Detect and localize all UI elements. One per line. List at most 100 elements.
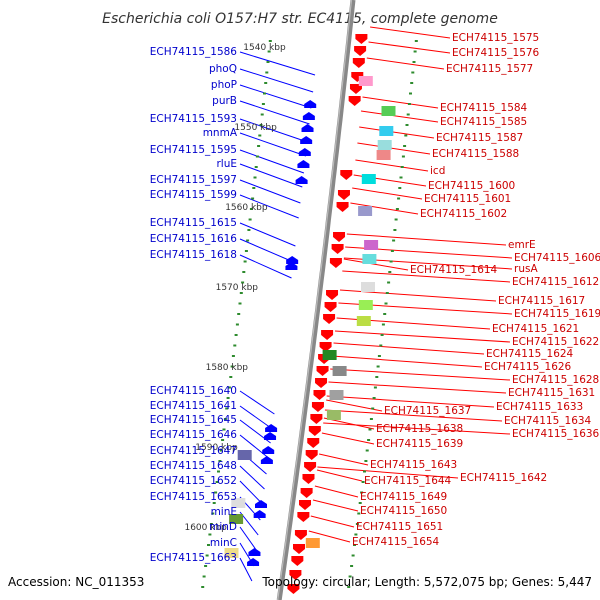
right-leader-line <box>328 381 507 394</box>
right-leader-line <box>331 355 483 368</box>
feature-block <box>362 254 377 264</box>
left-gene-label: ECH74115_1645 <box>150 414 237 426</box>
outer-tick <box>355 523 359 525</box>
outer-tick <box>379 344 383 347</box>
inner-tick <box>219 449 223 452</box>
feature-block <box>229 514 244 524</box>
left-gene-label: minD <box>209 521 237 533</box>
outer-tick <box>360 491 364 494</box>
left-leader-line <box>239 51 316 76</box>
right-gene-arrow <box>321 330 334 340</box>
outer-tick <box>398 187 402 189</box>
right-gene-label: ECH74115_1628 <box>512 374 599 386</box>
inner-tick <box>246 239 250 242</box>
outer-tick <box>354 533 358 536</box>
left-gene-arrow <box>302 112 315 120</box>
outer-tick <box>347 586 351 588</box>
left-leader-line <box>239 100 310 125</box>
right-gene-label: ECH74115_1612 <box>512 276 599 288</box>
right-gene-label: ECH74115_1654 <box>352 536 440 548</box>
right-gene-label: ECH74115_1621 <box>492 323 579 335</box>
inner-tick <box>230 365 234 368</box>
inner-tick <box>218 460 222 462</box>
right-gene-arrow <box>355 34 368 44</box>
outer-tick <box>381 323 385 326</box>
outer-tick <box>358 502 362 504</box>
inner-tick <box>251 197 255 200</box>
outer-tick <box>353 544 356 546</box>
inner-tick <box>226 397 230 399</box>
left-gene-label: phoP <box>211 79 237 91</box>
map-title: Escherichia coli O157:H7 str. EC4115, co… <box>102 11 498 27</box>
outer-tick <box>380 334 384 336</box>
right-leader-line <box>352 187 423 200</box>
outer-tick <box>350 565 354 567</box>
outer-tick <box>388 271 392 273</box>
left-gene-label: ECH74115_1646 <box>150 429 238 441</box>
feature-block <box>305 538 320 548</box>
inner-tick <box>237 313 241 315</box>
right-gene-arrow <box>331 244 344 254</box>
inner-tick <box>214 491 218 494</box>
inner-tick <box>215 481 219 483</box>
left-gene-label: purB <box>212 95 237 107</box>
outer-tick <box>385 292 389 294</box>
right-gene-arrow <box>313 390 326 400</box>
outer-tick <box>357 512 361 515</box>
right-gene-arrow <box>329 258 342 268</box>
inner-tick <box>238 302 242 305</box>
outer-tick <box>406 113 410 116</box>
left-leader-line <box>239 434 269 459</box>
outer-tick <box>401 155 405 158</box>
outer-tick <box>351 554 355 557</box>
outer-tick <box>368 428 372 431</box>
inner-tick <box>209 523 213 525</box>
inner-tick <box>268 40 272 42</box>
left-gene-label: ECH74115_1616 <box>150 233 238 245</box>
right-gene-label: ECH74115_1600 <box>428 180 515 192</box>
left-leader-line <box>239 465 265 490</box>
feature-block <box>358 206 373 216</box>
right-leader-line <box>360 110 439 123</box>
left-gene-label: ECH74115_1641 <box>150 400 237 412</box>
right-leader-line <box>330 368 511 381</box>
left-leader-line <box>239 194 299 219</box>
outer-tick <box>363 470 366 473</box>
right-gene-arrow <box>319 342 332 352</box>
right-gene-label: ECH74115_1631 <box>508 387 595 399</box>
left-gene-arrow <box>255 500 267 508</box>
left-gene-arrow <box>297 160 310 168</box>
right-gene-label: ECH74115_1634 <box>504 415 592 427</box>
inner-tick <box>204 565 208 567</box>
inner-tick <box>234 334 238 336</box>
inner-tick <box>259 124 263 126</box>
right-gene-arrow <box>304 462 317 472</box>
right-gene-label: ECH74115_1642 <box>460 472 547 484</box>
left-gene-label: ECH74115_1599 <box>150 189 237 201</box>
kbp-labels: 1540 kbp 1550 kbp 1560 kbp 1570 kbp 1580 kbp… <box>184 43 285 533</box>
feature-block <box>361 282 375 292</box>
outer-tick <box>384 302 388 305</box>
right-gene-label: ECH74115_1649 <box>360 491 447 503</box>
inner-tick <box>208 533 212 536</box>
right-gene-label: ECH74115_1651 <box>356 521 443 533</box>
left-leader-line <box>239 390 275 415</box>
left-gene-label: ECH74115_1615 <box>150 217 237 229</box>
outer-tick <box>369 418 373 420</box>
inner-tick <box>225 407 229 410</box>
left-gene-label: mnmA <box>203 127 238 139</box>
inner-tick <box>207 544 210 546</box>
feature-block <box>231 498 246 508</box>
outer-tick <box>389 260 393 263</box>
inner-tick <box>260 113 264 116</box>
right-gene-arrow <box>299 500 311 510</box>
right-gene-label: ECH74115_1601 <box>424 193 511 205</box>
feature-block <box>379 126 394 136</box>
right-gene-label: emrE <box>508 239 536 251</box>
outer-tick <box>411 71 415 74</box>
right-gene-arrow <box>316 366 329 376</box>
right-gene-arrow <box>293 544 306 554</box>
right-leader-line <box>357 142 431 155</box>
right-gene-arrow <box>337 190 350 200</box>
